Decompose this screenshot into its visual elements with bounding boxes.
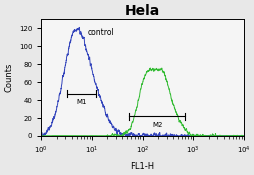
Y-axis label: Counts: Counts bbox=[4, 63, 13, 92]
X-axis label: FL1-H: FL1-H bbox=[130, 162, 154, 171]
Text: control: control bbox=[87, 28, 114, 37]
Text: M2: M2 bbox=[152, 122, 162, 128]
Title: Hela: Hela bbox=[124, 4, 160, 18]
Text: M1: M1 bbox=[76, 99, 86, 105]
